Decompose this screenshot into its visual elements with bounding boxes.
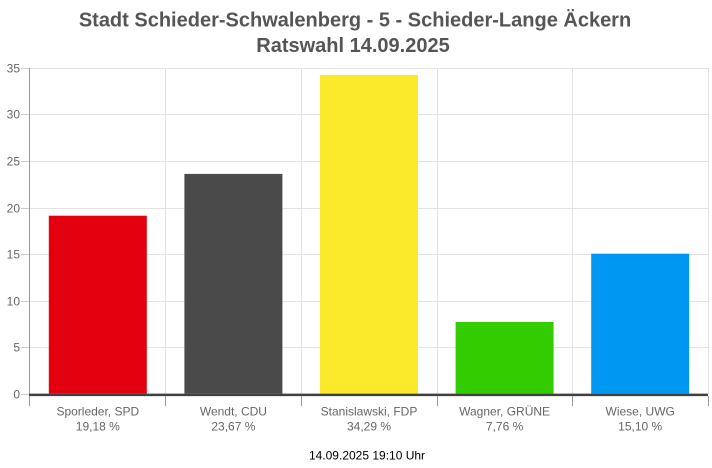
svg-text:14.09.2025 19:10 Uhr: 14.09.2025 19:10 Uhr <box>309 449 425 463</box>
svg-text:0: 0 <box>13 388 20 402</box>
svg-text:15,10 %: 15,10 % <box>618 420 662 434</box>
svg-text:25: 25 <box>7 155 21 169</box>
svg-text:35: 35 <box>7 62 21 76</box>
svg-text:34,29 %: 34,29 % <box>347 420 391 434</box>
svg-text:15: 15 <box>7 248 21 262</box>
svg-text:30: 30 <box>7 108 21 122</box>
svg-text:Stadt Schieder-Schwalenberg -: Stadt Schieder-Schwalenberg - 5 - Schied… <box>79 9 631 32</box>
svg-text:23,67 %: 23,67 % <box>211 420 255 434</box>
svg-text:10: 10 <box>7 295 21 309</box>
svg-text:5: 5 <box>13 341 20 355</box>
svg-text:7,76 %: 7,76 % <box>486 420 524 434</box>
svg-text:Wiese, UWG: Wiese, UWG <box>606 405 675 419</box>
svg-text:19,18 %: 19,18 % <box>76 420 120 434</box>
svg-text:Wagner, GRÜNE: Wagner, GRÜNE <box>459 405 550 419</box>
svg-text:Sporleder, SPD: Sporleder, SPD <box>56 405 139 419</box>
svg-text:Stanislawski, FDP: Stanislawski, FDP <box>321 405 418 419</box>
svg-text:Wendt, CDU: Wendt, CDU <box>200 405 267 419</box>
svg-text:20: 20 <box>7 202 21 216</box>
svg-text:Ratswahl 14.09.2025: Ratswahl 14.09.2025 <box>256 35 449 57</box>
